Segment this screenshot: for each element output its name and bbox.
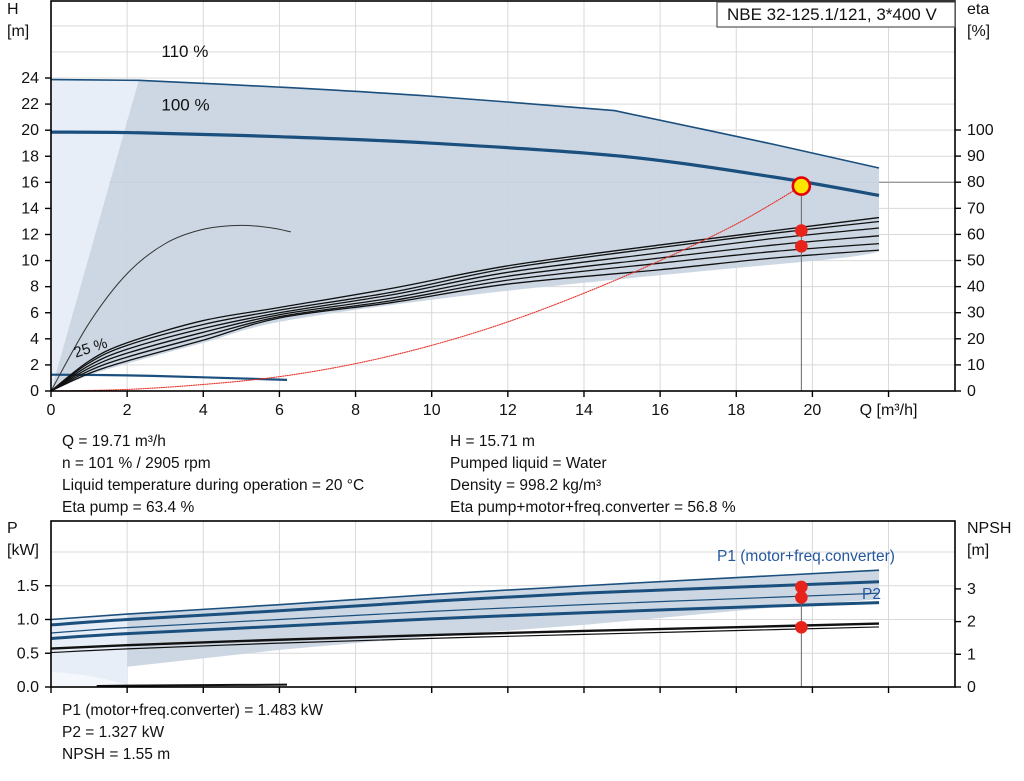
svg-text:2: 2 xyxy=(967,614,976,631)
svg-text:70: 70 xyxy=(967,200,985,217)
svg-text:0.5: 0.5 xyxy=(17,645,39,662)
svg-text:20: 20 xyxy=(21,122,39,139)
svg-text:[m]: [m] xyxy=(967,542,989,559)
svg-text:NPSH: NPSH xyxy=(967,520,1011,537)
svg-text:18: 18 xyxy=(21,148,39,165)
svg-text:60: 60 xyxy=(967,226,985,243)
svg-text:14: 14 xyxy=(21,200,39,217)
svg-text:1: 1 xyxy=(967,646,976,663)
svg-text:[kW]: [kW] xyxy=(7,542,39,559)
svg-text:1.0: 1.0 xyxy=(17,612,39,629)
svg-text:P: P xyxy=(7,520,18,537)
svg-text:24: 24 xyxy=(21,70,39,87)
svg-text:20: 20 xyxy=(967,331,985,348)
svg-text:100: 100 xyxy=(967,122,994,139)
svg-text:80: 80 xyxy=(967,174,985,191)
svg-text:0: 0 xyxy=(967,679,976,696)
svg-text:90: 90 xyxy=(967,148,985,165)
svg-text:eta: eta xyxy=(967,1,989,18)
svg-text:4: 4 xyxy=(30,331,39,348)
svg-text:8: 8 xyxy=(351,402,360,419)
svg-text:0: 0 xyxy=(47,402,56,419)
svg-text:0: 0 xyxy=(30,383,39,400)
svg-text:Q [m³/h]: Q [m³/h] xyxy=(860,402,918,419)
svg-text:4: 4 xyxy=(199,402,208,419)
svg-text:100 %: 100 % xyxy=(161,96,209,115)
svg-text:2: 2 xyxy=(30,357,39,374)
svg-text:40: 40 xyxy=(967,279,985,296)
svg-text:8: 8 xyxy=(30,279,39,296)
svg-text:18: 18 xyxy=(727,402,745,419)
svg-text:110 %: 110 % xyxy=(161,42,208,61)
svg-text:P1 (motor+freq.converter): P1 (motor+freq.converter) xyxy=(717,548,895,565)
svg-text:2: 2 xyxy=(123,402,132,419)
svg-text:0.0: 0.0 xyxy=(17,679,39,696)
svg-text:6: 6 xyxy=(30,305,39,322)
svg-text:30: 30 xyxy=(967,305,985,322)
svg-text:[%]: [%] xyxy=(967,23,990,40)
svg-text:14: 14 xyxy=(575,402,593,419)
svg-text:20: 20 xyxy=(804,402,822,419)
svg-text:22: 22 xyxy=(21,96,39,113)
svg-text:1.5: 1.5 xyxy=(17,578,39,595)
svg-text:NBE 32-125.1/121, 3*400 V: NBE 32-125.1/121, 3*400 V xyxy=(727,5,937,24)
svg-text:10: 10 xyxy=(967,357,985,374)
svg-text:0: 0 xyxy=(967,383,976,400)
svg-text:H: H xyxy=(7,1,19,18)
svg-text:12: 12 xyxy=(499,402,517,419)
svg-text:12: 12 xyxy=(21,227,39,244)
svg-text:3: 3 xyxy=(967,581,976,598)
svg-text:16: 16 xyxy=(21,174,39,191)
svg-text:10: 10 xyxy=(423,402,441,419)
svg-text:[m]: [m] xyxy=(7,23,29,40)
svg-text:6: 6 xyxy=(275,402,284,419)
svg-text:P2: P2 xyxy=(862,586,881,603)
svg-text:16: 16 xyxy=(651,402,669,419)
svg-text:50: 50 xyxy=(967,253,985,270)
svg-text:10: 10 xyxy=(21,253,39,270)
